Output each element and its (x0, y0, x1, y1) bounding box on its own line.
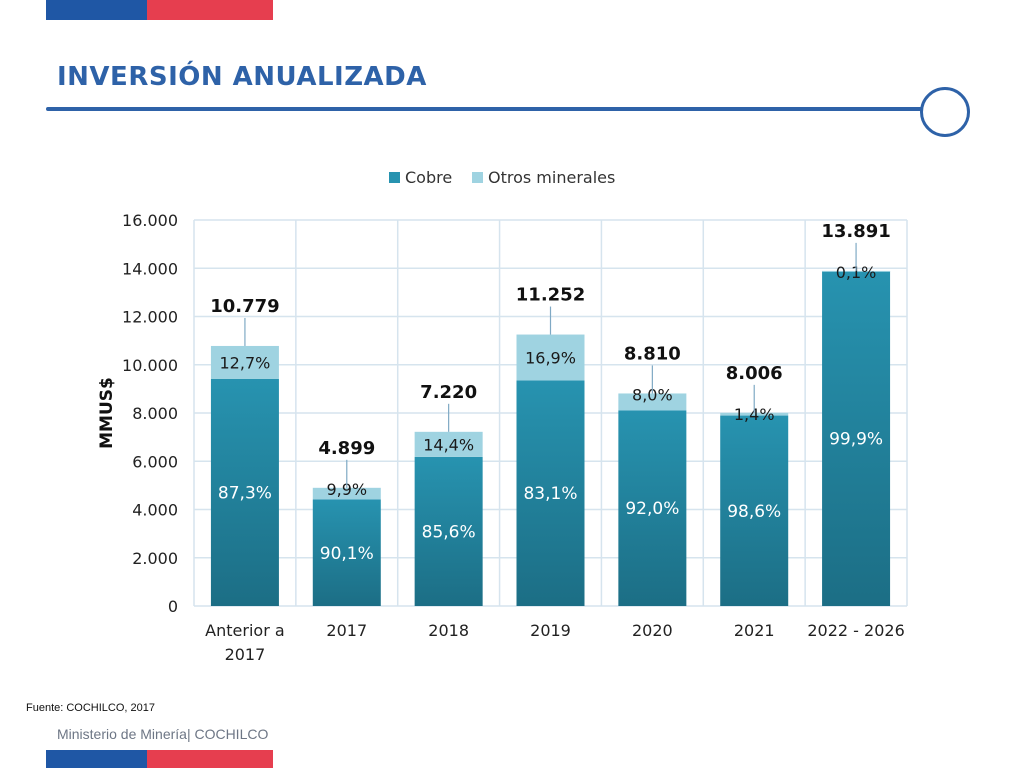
bar-cobre (822, 271, 891, 606)
data-label-otros: 9,9% (326, 480, 367, 499)
bar-cobre (312, 499, 381, 606)
data-label-otros: 14,4% (423, 435, 474, 454)
y-tick-label: 8.000 (132, 404, 178, 423)
footer-text: Ministerio de Minería| COCHILCO (57, 726, 269, 742)
data-label-otros: 16,9% (525, 348, 576, 367)
y-tick-label: 2.000 (132, 549, 178, 568)
bar-otros-minerales (720, 412, 789, 416)
bar-cobre (210, 378, 279, 606)
data-label-otros: 12,7% (220, 353, 271, 372)
y-tick-label: 16.000 (122, 211, 178, 230)
x-tick-label: Anterior a (205, 621, 284, 640)
y-tick-label: 4.000 (132, 501, 178, 520)
y-tick-label: 6.000 (132, 452, 178, 471)
data-label-total: 11.252 (516, 285, 585, 306)
data-label-cobre: 85,6% (422, 522, 476, 542)
bar-otros-minerales (210, 345, 279, 379)
source-note: Fuente: COCHILCO, 2017 (26, 702, 156, 714)
data-label-total: 10.779 (210, 296, 279, 317)
data-label-otros: 0,1% (836, 263, 877, 282)
bar-cobre (720, 415, 789, 606)
legend-label-otros: Otros minerales (488, 168, 615, 187)
chile-flag-bar-bottom (46, 750, 273, 768)
x-tick-label: 2019 (530, 621, 571, 640)
bar-cobre (414, 456, 483, 606)
x-tick-label: 2021 (734, 621, 775, 640)
legend-label-cobre: Cobre (405, 168, 452, 187)
legend-swatch-otros (472, 172, 483, 183)
bar-otros-minerales (312, 487, 381, 500)
title-circle-ornament (920, 87, 970, 137)
stacked-bar-chart: 0 2.000 4.000 6.000 8.000 10.000 12.000 14.000 1… (97, 168, 908, 664)
x-tick-label: 2017 (225, 645, 266, 664)
y-tick-label: 0 (168, 597, 178, 616)
x-tick-label: 2018 (428, 621, 469, 640)
x-tick-label: 2022 - 2026 (807, 621, 904, 640)
bar-cobre (618, 410, 687, 606)
bar-otros-minerales (822, 270, 891, 272)
data-label-total: 7.220 (420, 382, 477, 403)
legend-swatch-cobre (389, 172, 400, 183)
data-label-total: 8.006 (726, 363, 783, 384)
y-tick-label: 12.000 (122, 308, 178, 327)
data-label-otros: 1,4% (734, 405, 775, 424)
flag-blue-segment (46, 750, 147, 768)
y-tick-label: 10.000 (122, 356, 178, 375)
data-label-cobre: 99,9% (829, 430, 883, 450)
flag-red-segment (147, 750, 273, 768)
bar-otros-minerales (618, 393, 687, 411)
data-label-total: 8.810 (624, 343, 681, 364)
x-tick-label: 2017 (326, 621, 367, 640)
chile-flag-bar-top (46, 0, 273, 20)
bar-otros-minerales (516, 334, 585, 381)
y-tick-label: 14.000 (122, 259, 178, 278)
title-underline (46, 107, 922, 111)
data-label-cobre: 98,6% (727, 502, 781, 522)
flag-red-segment (147, 0, 273, 20)
data-label-total: 4.899 (318, 438, 375, 459)
data-label-otros: 8,0% (632, 385, 673, 404)
flag-blue-segment (46, 0, 147, 20)
data-label-cobre: 87,3% (218, 483, 272, 503)
data-label-cobre: 83,1% (523, 484, 577, 504)
data-label-cobre: 92,0% (625, 499, 679, 519)
slide-title: INVERSIÓN ANUALIZADA (57, 62, 427, 92)
data-label-cobre: 90,1% (320, 544, 374, 564)
x-tick-label: 2020 (632, 621, 673, 640)
y-axis-title: MMUS$ (97, 377, 117, 449)
bar-otros-minerales (414, 431, 483, 457)
data-label-total: 13.891 (821, 221, 890, 242)
bar-cobre (516, 380, 585, 606)
